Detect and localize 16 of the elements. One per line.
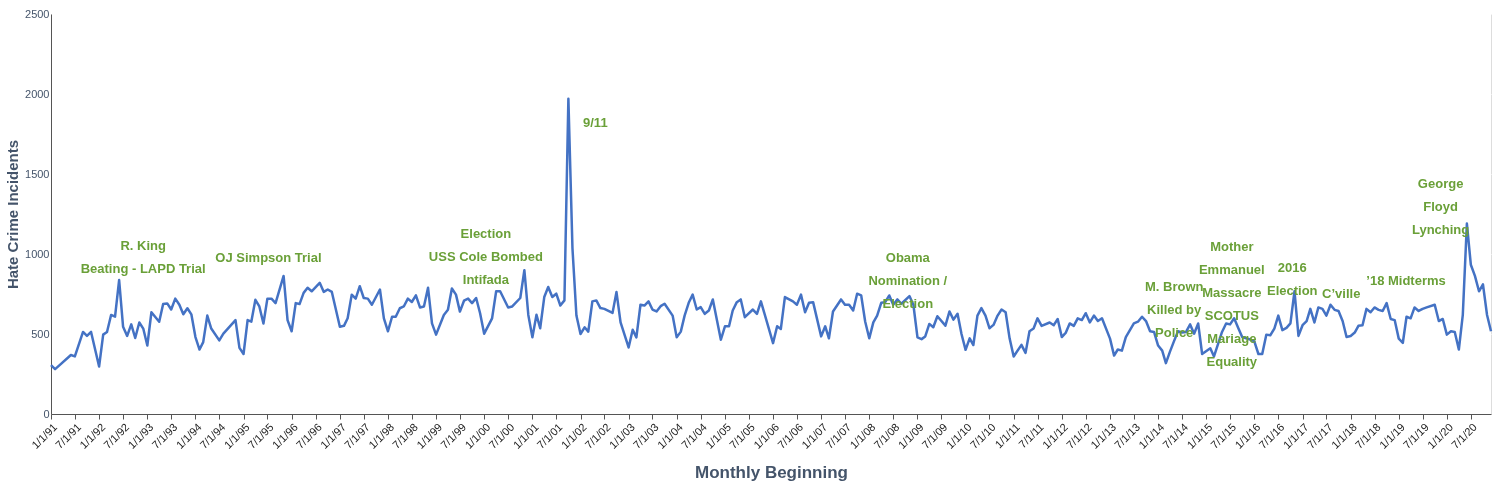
y-tick-label: 1500 xyxy=(25,167,50,180)
annotation: R. King Beating - LAPD Trial xyxy=(80,238,206,277)
annotation: Election USS Cole Bombed Intifada xyxy=(428,226,543,288)
y-tick-label: 2500 xyxy=(25,7,50,20)
y-tick-label: 2000 xyxy=(25,87,50,100)
y-tick-label: 500 xyxy=(31,327,50,340)
x-axis-title: Monthly Beginning xyxy=(695,462,848,482)
annotation: OJ Simpson Trial xyxy=(215,249,322,265)
y-tick-label: 0 xyxy=(43,407,50,420)
annotation: 9/11 xyxy=(583,115,608,131)
annotation: ’18 Midterms xyxy=(1366,272,1446,288)
y-axis-title: Hate Crime Incidents xyxy=(4,139,22,290)
annotation: C’ville xyxy=(1322,285,1361,301)
y-tick-label: 1000 xyxy=(25,247,50,260)
annotation: 2016 Election xyxy=(1266,259,1318,298)
line-series xyxy=(49,97,1493,371)
